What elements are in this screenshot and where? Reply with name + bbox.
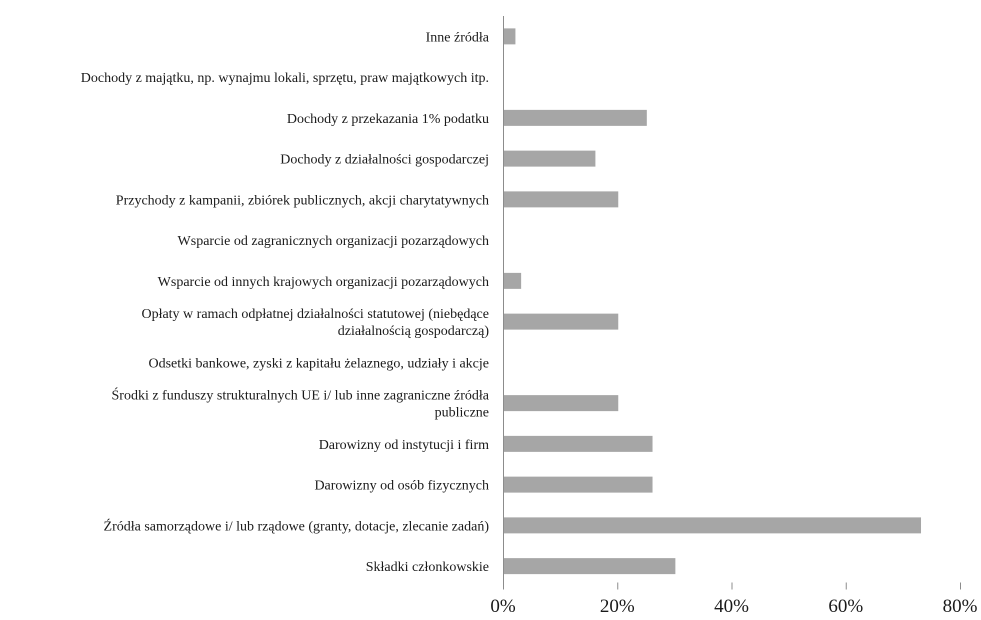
bar bbox=[504, 191, 619, 208]
x-tick-label: 20% bbox=[600, 596, 635, 617]
category-label: Wsparcie od innych krajowych organizacji… bbox=[158, 275, 489, 290]
category-label: Przychody z kampanii, zbiórek publicznyc… bbox=[116, 193, 489, 208]
bar bbox=[504, 558, 676, 575]
bar bbox=[504, 272, 522, 289]
category-label: Opłaty w ramach odpłatnej działalności s… bbox=[141, 307, 489, 339]
bar bbox=[504, 109, 647, 126]
bar bbox=[504, 435, 653, 452]
category-label: Dochody z działalności gospodarczej bbox=[280, 153, 489, 168]
category-label: Inne źródła bbox=[426, 30, 490, 45]
x-tick-label: 0% bbox=[490, 596, 516, 617]
category-label: Odsetki bankowe, zyski z kapitału żelazn… bbox=[148, 356, 489, 371]
bar bbox=[504, 150, 596, 167]
bar bbox=[504, 517, 922, 534]
bar bbox=[504, 476, 653, 493]
category-label: Wsparcie od zagranicznych organizacji po… bbox=[178, 234, 489, 249]
bar bbox=[504, 395, 619, 412]
category-label: Darowizny od osób fizycznych bbox=[314, 479, 489, 494]
category-label: Darowizny od instytucji i firm bbox=[319, 438, 489, 453]
x-tick-label: 80% bbox=[943, 596, 978, 617]
bar bbox=[504, 313, 619, 330]
category-label: Dochody z przekazania 1% podatku bbox=[287, 112, 489, 127]
x-tick-label: 40% bbox=[714, 596, 749, 617]
category-label: Dochody z majątku, np. wynajmu lokali, s… bbox=[81, 71, 489, 86]
category-label: Źródła samorządowe i/ lub rządowe (grant… bbox=[104, 517, 490, 534]
category-label: Środki z funduszy strukturalnych UE i/ l… bbox=[112, 387, 490, 421]
x-tick-label: 60% bbox=[828, 596, 863, 617]
bar bbox=[504, 28, 516, 45]
category-label: Składki członkowskie bbox=[366, 560, 489, 575]
